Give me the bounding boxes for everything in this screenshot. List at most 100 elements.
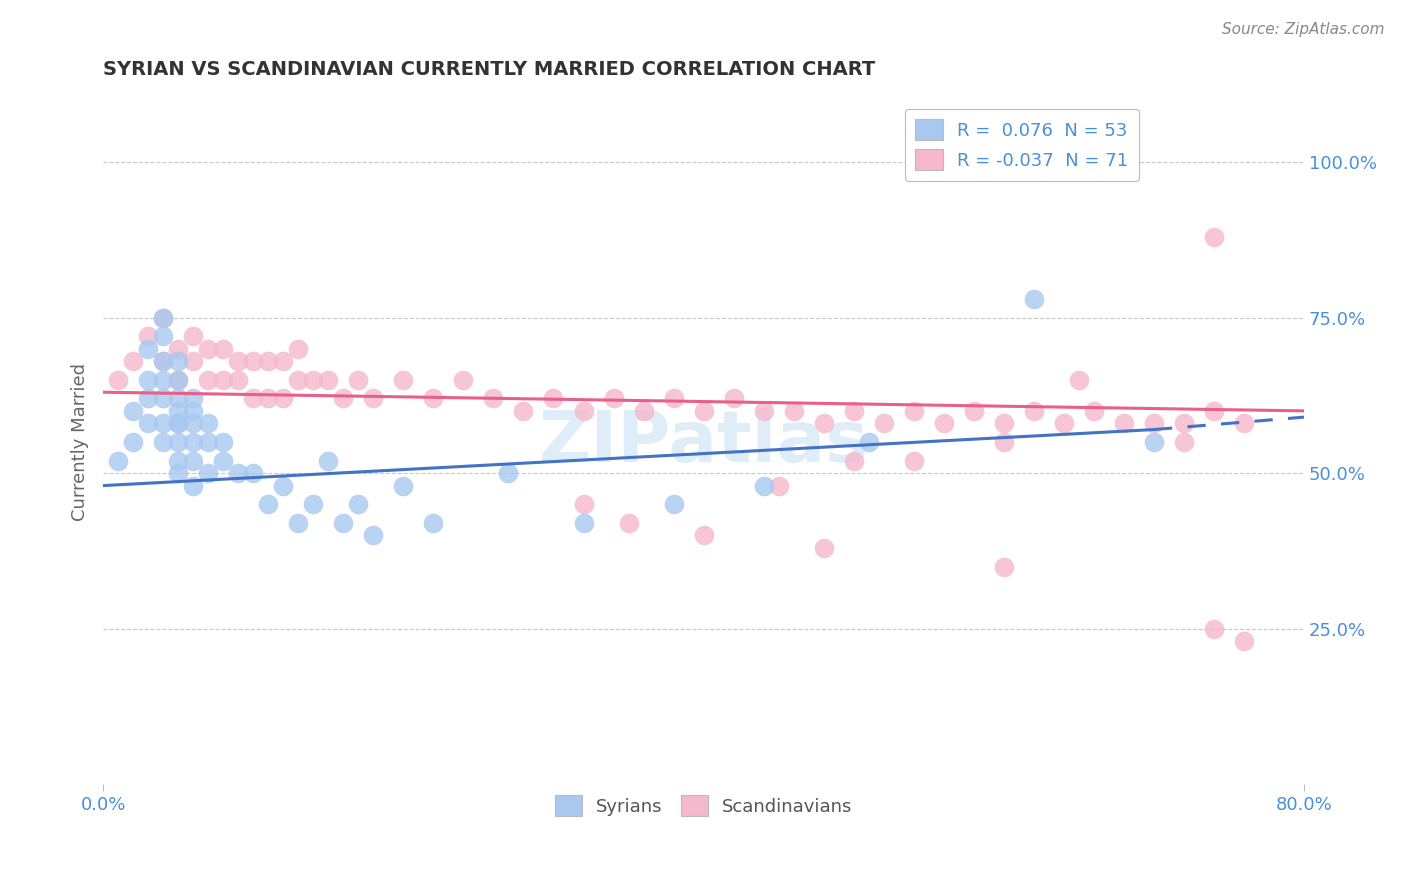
Point — [271, 478, 294, 492]
Point — [302, 373, 325, 387]
Point — [271, 392, 294, 406]
Point — [181, 354, 204, 368]
Point — [813, 417, 835, 431]
Point — [271, 354, 294, 368]
Point — [197, 417, 219, 431]
Point — [662, 392, 685, 406]
Point — [136, 342, 159, 356]
Legend: Syrians, Scandinavians: Syrians, Scandinavians — [547, 788, 860, 823]
Point — [152, 354, 174, 368]
Text: ZIPatlas: ZIPatlas — [538, 408, 869, 476]
Point — [167, 417, 190, 431]
Point — [197, 342, 219, 356]
Point — [1233, 417, 1256, 431]
Point — [122, 404, 145, 418]
Point — [152, 310, 174, 325]
Point — [122, 435, 145, 450]
Point — [858, 435, 880, 450]
Point — [422, 392, 444, 406]
Point — [347, 373, 370, 387]
Point — [152, 329, 174, 343]
Point — [107, 373, 129, 387]
Point — [392, 373, 415, 387]
Point — [197, 373, 219, 387]
Point — [752, 404, 775, 418]
Point — [512, 404, 534, 418]
Point — [302, 497, 325, 511]
Point — [167, 404, 190, 418]
Point — [633, 404, 655, 418]
Point — [903, 404, 925, 418]
Point — [212, 453, 235, 467]
Point — [543, 392, 565, 406]
Point — [152, 392, 174, 406]
Point — [422, 516, 444, 530]
Point — [167, 354, 190, 368]
Point — [873, 417, 896, 431]
Point — [572, 497, 595, 511]
Point — [692, 404, 714, 418]
Point — [752, 478, 775, 492]
Point — [257, 497, 280, 511]
Point — [723, 392, 745, 406]
Point — [287, 373, 309, 387]
Point — [617, 516, 640, 530]
Text: SYRIAN VS SCANDINAVIAN CURRENTLY MARRIED CORRELATION CHART: SYRIAN VS SCANDINAVIAN CURRENTLY MARRIED… — [103, 60, 876, 78]
Point — [572, 516, 595, 530]
Point — [242, 466, 264, 480]
Point — [332, 516, 354, 530]
Point — [226, 373, 249, 387]
Point — [392, 478, 415, 492]
Point — [242, 354, 264, 368]
Point — [1202, 404, 1225, 418]
Point — [212, 342, 235, 356]
Point — [1173, 417, 1195, 431]
Point — [242, 392, 264, 406]
Point — [813, 541, 835, 555]
Point — [197, 435, 219, 450]
Point — [903, 453, 925, 467]
Point — [1067, 373, 1090, 387]
Point — [1173, 435, 1195, 450]
Point — [167, 417, 190, 431]
Point — [136, 392, 159, 406]
Point — [167, 435, 190, 450]
Point — [212, 373, 235, 387]
Y-axis label: Currently Married: Currently Married — [72, 363, 89, 521]
Point — [152, 373, 174, 387]
Point — [152, 354, 174, 368]
Point — [181, 435, 204, 450]
Point — [212, 435, 235, 450]
Point — [226, 354, 249, 368]
Point — [1112, 417, 1135, 431]
Point — [181, 417, 204, 431]
Point — [167, 342, 190, 356]
Point — [782, 404, 804, 418]
Point — [181, 404, 204, 418]
Point — [482, 392, 505, 406]
Point — [181, 329, 204, 343]
Point — [152, 435, 174, 450]
Point — [226, 466, 249, 480]
Point — [842, 453, 865, 467]
Point — [993, 417, 1015, 431]
Point — [167, 373, 190, 387]
Point — [152, 417, 174, 431]
Point — [963, 404, 986, 418]
Point — [1202, 229, 1225, 244]
Point — [181, 478, 204, 492]
Point — [347, 497, 370, 511]
Point — [167, 392, 190, 406]
Point — [167, 466, 190, 480]
Point — [1143, 417, 1166, 431]
Point — [122, 354, 145, 368]
Point — [842, 404, 865, 418]
Point — [363, 392, 385, 406]
Point — [363, 528, 385, 542]
Point — [318, 453, 340, 467]
Point — [1022, 292, 1045, 306]
Point — [1202, 622, 1225, 636]
Point — [167, 453, 190, 467]
Point — [692, 528, 714, 542]
Point — [332, 392, 354, 406]
